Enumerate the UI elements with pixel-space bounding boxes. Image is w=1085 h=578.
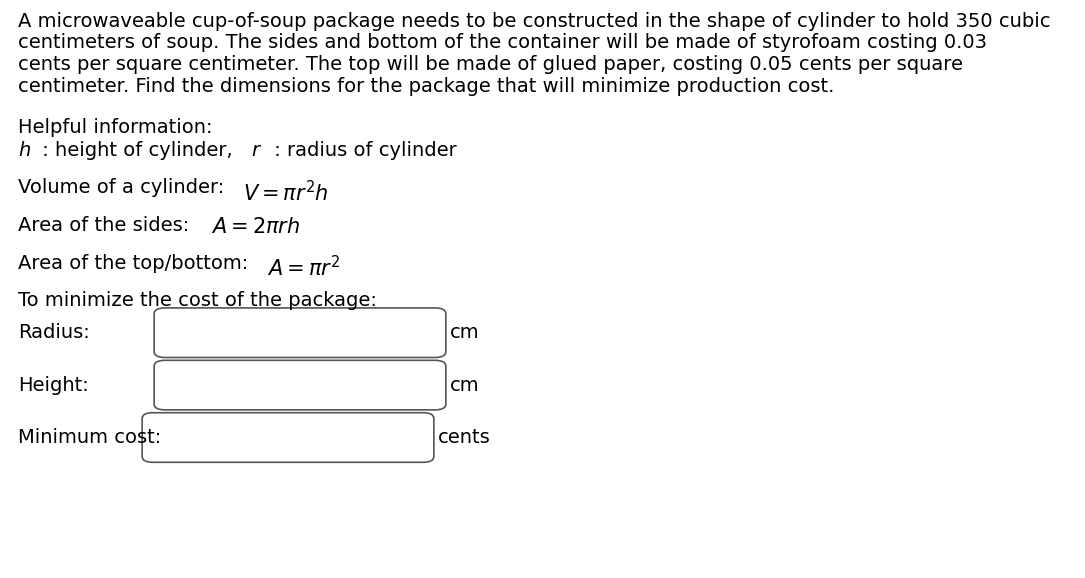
- Text: To minimize the cost of the package:: To minimize the cost of the package:: [18, 291, 376, 310]
- Text: $A = \pi r^2$: $A = \pi r^2$: [267, 255, 340, 280]
- Text: Height:: Height:: [18, 376, 89, 395]
- Text: $A = 2\pi r h$: $A = 2\pi r h$: [210, 217, 301, 238]
- Text: centimeter. Find the dimensions for the package that will minimize production co: centimeter. Find the dimensions for the …: [18, 76, 834, 95]
- Text: centimeters of soup. The sides and bottom of the container will be made of styro: centimeters of soup. The sides and botto…: [18, 34, 987, 53]
- Text: $V = \pi r^2 h$: $V = \pi r^2 h$: [243, 180, 329, 205]
- Text: cents per square centimeter. The top will be made of glued paper, costing 0.05 c: cents per square centimeter. The top wil…: [18, 55, 963, 74]
- Text: Volume of a cylinder:: Volume of a cylinder:: [18, 179, 230, 198]
- Text: cm: cm: [450, 323, 480, 342]
- Text: cents: cents: [438, 428, 490, 447]
- Text: $h$: $h$: [18, 141, 31, 160]
- Text: cm: cm: [450, 376, 480, 395]
- FancyBboxPatch shape: [142, 413, 434, 462]
- Text: Radius:: Radius:: [18, 323, 90, 342]
- Text: Area of the sides:: Area of the sides:: [18, 216, 195, 235]
- Text: : height of cylinder,: : height of cylinder,: [36, 141, 239, 160]
- Text: Helpful information:: Helpful information:: [18, 118, 213, 137]
- FancyBboxPatch shape: [154, 360, 446, 410]
- Text: : radius of cylinder: : radius of cylinder: [268, 141, 457, 160]
- Text: Area of the top/bottom:: Area of the top/bottom:: [18, 254, 255, 273]
- Text: Minimum cost:: Minimum cost:: [18, 428, 162, 447]
- FancyBboxPatch shape: [154, 308, 446, 357]
- Text: A microwaveable cup-of-soup package needs to be constructed in the shape of cyli: A microwaveable cup-of-soup package need…: [18, 12, 1050, 31]
- Text: $r$: $r$: [251, 141, 263, 160]
